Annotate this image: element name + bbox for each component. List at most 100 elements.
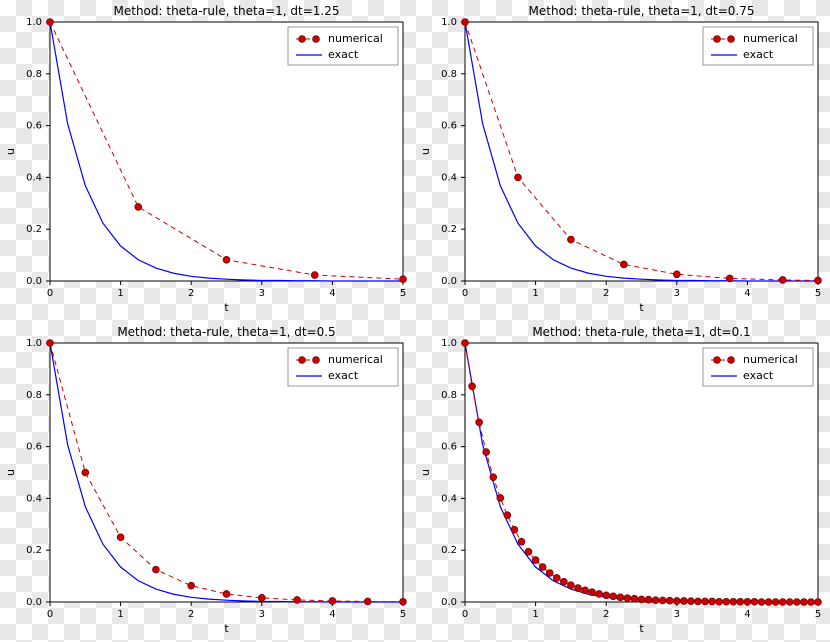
numerical-marker [624, 595, 631, 602]
y-tick-label: 0.2 [26, 224, 42, 235]
numerical-marker [188, 582, 195, 589]
x-tick-label: 5 [400, 609, 406, 620]
y-tick-label: 0.4 [441, 493, 457, 504]
x-axis-label: t [224, 622, 229, 635]
y-tick-label: 0.0 [26, 276, 42, 287]
x-tick-label: 5 [815, 288, 821, 299]
numerical-marker [258, 594, 265, 601]
numerical-marker [786, 599, 793, 606]
x-tick-label: 5 [400, 288, 406, 299]
y-tick-label: 0.2 [441, 224, 457, 235]
numerical-marker [772, 599, 779, 606]
legend-numerical-marker [728, 36, 735, 43]
legend-numerical-label: numerical [328, 32, 383, 45]
numerical-marker [800, 599, 807, 606]
legend-numerical-marker [299, 357, 306, 364]
panel-0: 0123450.00.20.40.60.81.0tuMethod: theta-… [0, 0, 415, 321]
numerical-marker [567, 236, 574, 243]
x-tick-label: 4 [744, 609, 750, 620]
x-tick-label: 2 [603, 609, 609, 620]
panel-title: Method: theta-rule, theta=1, dt=0.5 [117, 325, 335, 339]
y-tick-label: 0.8 [441, 69, 457, 80]
numerical-marker [525, 548, 532, 555]
y-tick-label: 0.6 [441, 121, 457, 132]
numerical-marker [659, 597, 666, 604]
numerical-marker [82, 469, 89, 476]
numerical-marker [476, 419, 483, 426]
legend-numerical-marker [299, 36, 306, 43]
legend-numerical-label: numerical [743, 32, 798, 45]
panel-title: Method: theta-rule, theta=1, dt=0.1 [532, 325, 750, 339]
legend-exact-label: exact [328, 48, 359, 61]
numerical-marker [744, 598, 751, 605]
y-tick-label: 0.2 [441, 545, 457, 556]
x-tick-label: 4 [744, 288, 750, 299]
numerical-marker [311, 272, 318, 279]
x-axis-label: t [639, 301, 644, 314]
x-tick-label: 3 [259, 609, 265, 620]
panel-3: 0123450.00.20.40.60.81.0tuMethod: theta-… [415, 321, 830, 642]
legend-numerical-marker [313, 36, 320, 43]
numerical-marker [47, 340, 54, 347]
numerical-marker [709, 598, 716, 605]
numerical-marker [758, 599, 765, 606]
x-tick-label: 0 [47, 609, 53, 620]
numerical-marker [631, 595, 638, 602]
numerical-marker [694, 598, 701, 605]
y-tick-label: 0.8 [26, 390, 42, 401]
legend-exact-label: exact [743, 48, 774, 61]
x-tick-label: 2 [603, 288, 609, 299]
panel-title: Method: theta-rule, theta=1, dt=1.25 [114, 4, 340, 18]
numerical-marker [596, 590, 603, 597]
numerical-marker [815, 277, 822, 284]
y-axis-label: u [419, 148, 432, 155]
y-tick-label: 1.0 [26, 17, 42, 28]
numerical-marker [765, 599, 772, 606]
numerical-marker [666, 597, 673, 604]
numerical-marker [680, 597, 687, 604]
legend-numerical-marker [728, 357, 735, 364]
x-tick-label: 0 [47, 288, 53, 299]
numerical-marker [751, 598, 758, 605]
numerical-marker [223, 256, 230, 263]
x-tick-label: 1 [117, 288, 123, 299]
y-tick-label: 0.6 [26, 442, 42, 453]
numerical-marker [567, 582, 574, 589]
y-tick-label: 0.4 [441, 172, 457, 183]
numerical-marker [589, 589, 596, 596]
legend-numerical-label: numerical [328, 353, 383, 366]
numerical-marker [560, 578, 567, 585]
y-axis-label: u [4, 148, 17, 155]
numerical-marker [582, 587, 589, 594]
legend-exact-label: exact [743, 369, 774, 382]
numerical-marker [779, 599, 786, 606]
x-tick-label: 1 [532, 609, 538, 620]
numerical-marker [737, 598, 744, 605]
numerical-marker [807, 599, 814, 606]
numerical-marker [490, 474, 497, 481]
panel-1: 0123450.00.20.40.60.81.0tuMethod: theta-… [415, 0, 830, 321]
numerical-marker [553, 574, 560, 581]
x-tick-label: 1 [117, 609, 123, 620]
y-tick-label: 0.6 [26, 121, 42, 132]
numerical-marker [645, 596, 652, 603]
panel-2: 0123450.00.20.40.60.81.0tuMethod: theta-… [0, 321, 415, 642]
legend-numerical-marker [714, 357, 721, 364]
x-tick-label: 2 [188, 288, 194, 299]
y-tick-label: 0.0 [26, 597, 42, 608]
numerical-marker [469, 383, 476, 390]
numerical-marker [462, 340, 469, 347]
x-tick-label: 3 [674, 288, 680, 299]
y-tick-label: 0.6 [441, 442, 457, 453]
x-tick-label: 1 [532, 288, 538, 299]
x-tick-label: 4 [329, 609, 335, 620]
numerical-marker [726, 275, 733, 282]
y-tick-label: 1.0 [441, 17, 457, 28]
numerical-marker [730, 598, 737, 605]
numerical-marker [294, 596, 301, 603]
numerical-marker [687, 598, 694, 605]
legend-numerical-marker [714, 36, 721, 43]
x-tick-label: 5 [815, 609, 821, 620]
y-tick-label: 0.4 [26, 172, 42, 183]
numerical-marker [483, 449, 490, 456]
